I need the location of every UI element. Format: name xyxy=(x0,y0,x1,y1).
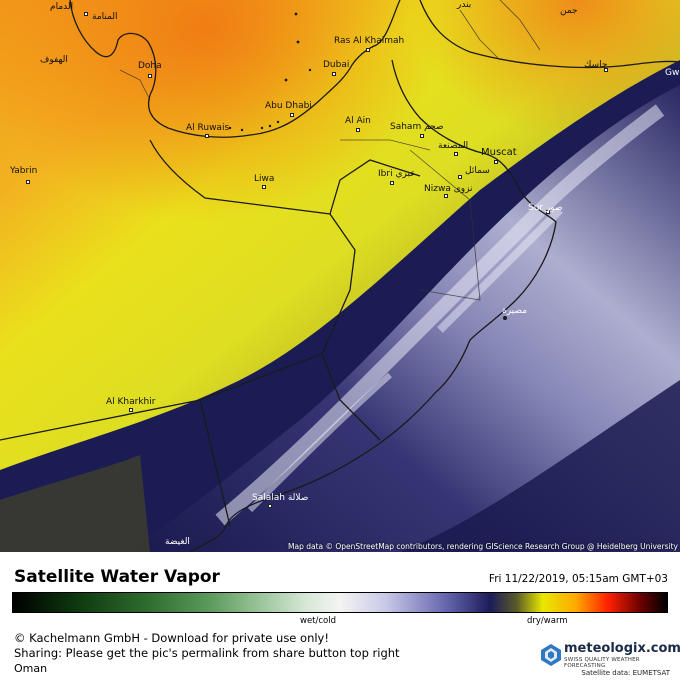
satellite-map: الدمام المنامة الهفوف Doha Ras Al Khaima… xyxy=(0,0,680,552)
meteologix-logo-icon xyxy=(541,644,561,666)
datetime-label: Fri 11/22/2019, 05:15am GMT+03 xyxy=(488,573,668,585)
product-title: Satellite Water Vapor xyxy=(14,567,220,587)
place-marker xyxy=(366,48,370,52)
place-marker xyxy=(268,504,272,508)
place-marker xyxy=(604,68,608,72)
place-dubai: Dubai xyxy=(323,60,350,70)
place-al-ghaydah: الغيضة xyxy=(165,537,190,547)
scale-dry-label: dry/warm xyxy=(527,616,568,626)
place-marker xyxy=(444,194,448,198)
legend-footer: Satellite Water Vapor Fri 11/22/2019, 05… xyxy=(0,552,680,680)
place-al-ain: Al Ain xyxy=(345,116,371,126)
place-marker xyxy=(356,128,360,132)
place-samail: سمائل xyxy=(465,166,490,176)
sharing-text: Sharing: Please get the pic's permalink … xyxy=(14,646,400,660)
scale-wet-label: wet/cold xyxy=(300,616,337,626)
region-label: Oman xyxy=(14,662,48,675)
place-al-ruwais: Al Ruwais xyxy=(186,123,230,133)
place-marker xyxy=(458,175,462,179)
place-iran-label: بندر xyxy=(457,0,472,10)
place-nizwa: Nizwa نزوى xyxy=(424,184,473,194)
copyright-text: © Kachelmann GmbH - Download for private… xyxy=(14,631,329,645)
place-marker xyxy=(290,113,294,117)
place-marker xyxy=(494,160,498,164)
place-abu-dhabi: Abu Dhabi xyxy=(265,101,312,111)
map-attribution: Map data © OpenStreetMap contributors, r… xyxy=(288,542,678,551)
place-marker xyxy=(205,134,209,138)
place-marker xyxy=(84,12,88,16)
place-marker xyxy=(332,72,336,76)
place-al-manama: المنامة xyxy=(92,12,118,22)
place-liwa: Liwa xyxy=(254,174,275,184)
place-al-hufuf: الهفوف xyxy=(40,55,68,65)
logo-name[interactable]: meteologix.com xyxy=(564,641,680,656)
place-iran-label: جمن xyxy=(560,6,578,16)
place-marker xyxy=(420,134,424,138)
place-marker xyxy=(262,185,266,189)
place-salalah: Salalah صلالة xyxy=(252,493,309,503)
place-marker xyxy=(546,210,550,214)
place-marker xyxy=(390,181,394,185)
satellite-data-credit: Satellite data: EUMETSAT xyxy=(581,669,670,677)
place-jask: جاسك xyxy=(584,60,608,70)
place-marker xyxy=(454,152,458,156)
satellite-image xyxy=(0,0,680,552)
place-marker xyxy=(148,74,152,78)
place-masirah: مصيرة xyxy=(502,306,528,316)
place-muscat: Muscat xyxy=(481,147,517,158)
place-marker xyxy=(26,180,30,184)
place-gwadar: Gw xyxy=(665,68,680,78)
place-doha: Doha xyxy=(138,61,162,71)
color-scale-bar xyxy=(12,592,668,613)
place-ibri: Ibri عبري xyxy=(378,169,416,179)
logo-tagline: SWISS QUALITY WEATHER FORECASTING xyxy=(564,657,640,669)
place-al-musanaah: المصنعة xyxy=(438,141,469,151)
place-ad-dammam: الدمام xyxy=(50,2,74,12)
place-sur: Sur صور xyxy=(528,203,563,213)
place-yabrin: Yabrin xyxy=(10,166,38,176)
place-marker xyxy=(129,408,133,412)
place-ras-al-khaimah: Ras Al Khaimah xyxy=(334,36,405,46)
place-al-khakhir: Al Kharkhir xyxy=(106,397,156,407)
place-saham: Saham صحم xyxy=(390,122,444,132)
